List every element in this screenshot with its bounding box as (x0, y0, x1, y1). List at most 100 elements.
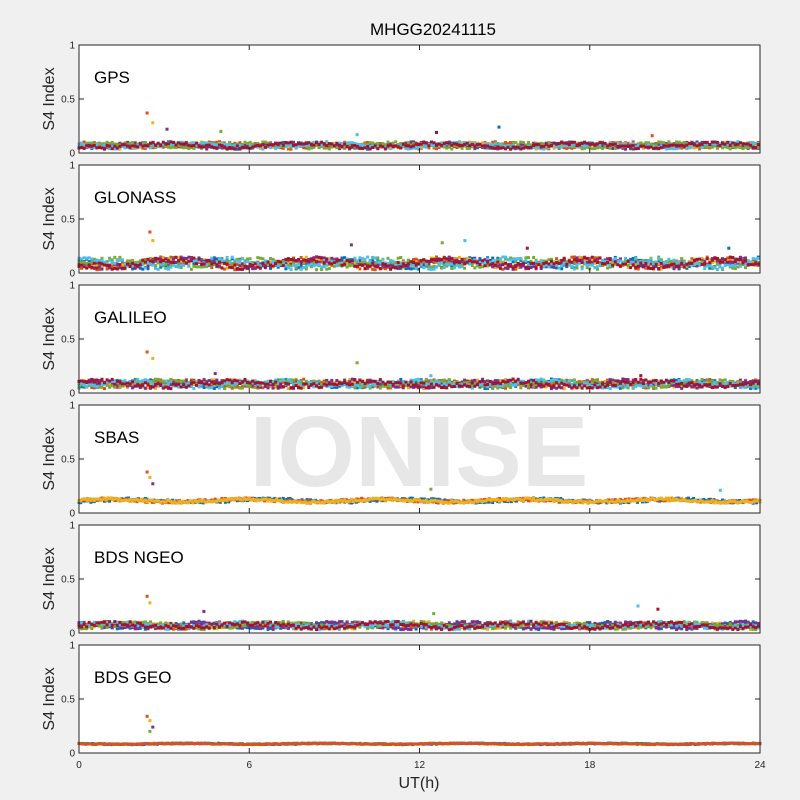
data-point (358, 256, 362, 260)
data-point (529, 261, 533, 265)
data-point (371, 146, 375, 149)
data-point (240, 145, 244, 149)
data-point (647, 259, 650, 263)
data-point (335, 385, 339, 389)
data-point (97, 141, 101, 145)
data-point (353, 256, 357, 260)
data-point (483, 261, 487, 265)
data-point (304, 142, 308, 145)
data-point (235, 267, 239, 271)
data-point (141, 146, 145, 150)
data-point (527, 262, 530, 266)
data-point (749, 143, 753, 147)
data-point (394, 385, 398, 389)
data-point (572, 140, 576, 144)
data-point (366, 255, 370, 259)
data-point (504, 261, 507, 265)
data-point (705, 144, 709, 148)
data-point (687, 261, 691, 265)
data-point (317, 145, 321, 149)
data-point (261, 261, 265, 265)
data-point (473, 258, 477, 262)
data-point (292, 378, 295, 382)
data-point (616, 143, 620, 147)
data-point (95, 261, 99, 265)
data-point (493, 263, 497, 267)
data-point (491, 146, 495, 150)
data-point (123, 380, 127, 384)
data-point (207, 262, 211, 266)
data-point (131, 141, 135, 145)
data-point (210, 384, 214, 388)
data-point (149, 146, 152, 150)
data-point (281, 380, 285, 384)
data-point (248, 257, 252, 261)
data-point (603, 379, 607, 383)
data-point (738, 255, 742, 259)
data-point (733, 260, 737, 264)
data-point (458, 265, 461, 269)
data-point (621, 144, 625, 148)
data-point (590, 255, 594, 259)
data-point (708, 378, 712, 381)
data-point (458, 381, 461, 385)
data-point (690, 144, 694, 148)
data-point (585, 259, 589, 263)
data-point (271, 384, 275, 388)
data-point (504, 386, 507, 390)
data-point (539, 267, 543, 270)
data-point (670, 143, 673, 147)
data-point (233, 268, 237, 272)
data-point (253, 262, 257, 266)
data-point (675, 140, 679, 144)
data-point (256, 265, 260, 269)
data-point (131, 386, 135, 390)
data-point (166, 263, 170, 267)
data-point (754, 144, 758, 148)
data-point (317, 141, 321, 145)
data-point (741, 142, 745, 146)
data-point (90, 141, 94, 145)
data-point (613, 142, 617, 146)
data-point (677, 142, 681, 146)
data-point (386, 146, 390, 150)
data-point (322, 146, 326, 150)
data-point (703, 260, 707, 264)
data-point (322, 261, 326, 265)
data-point (258, 146, 262, 150)
data-point (366, 378, 370, 382)
data-point (547, 258, 551, 262)
data-point (677, 140, 681, 144)
data-point (294, 378, 298, 382)
data-point (218, 143, 221, 147)
data-point (685, 147, 689, 151)
data-point (399, 144, 403, 148)
data-point (302, 377, 306, 381)
data-point (330, 256, 334, 260)
data-point (475, 261, 479, 265)
data-point (432, 261, 436, 265)
data-point (498, 144, 502, 148)
data-point (353, 144, 357, 147)
data-point (133, 144, 137, 148)
data-point (626, 145, 630, 148)
data-point (177, 144, 181, 147)
data-point (675, 263, 679, 267)
y-tick-label: 0 (69, 149, 75, 160)
data-point (110, 382, 114, 386)
data-point (320, 143, 324, 147)
data-point (412, 142, 415, 146)
data-point (455, 260, 459, 264)
data-point (468, 141, 472, 145)
data-point (118, 255, 122, 259)
data-point (723, 263, 727, 267)
data-point (389, 146, 393, 150)
data-point (95, 268, 99, 272)
data-point (383, 384, 387, 388)
data-point (399, 263, 403, 267)
data-point (680, 143, 684, 147)
data-point (133, 261, 137, 265)
data-point (593, 146, 597, 150)
data-point (136, 142, 140, 146)
data-point (432, 145, 436, 149)
